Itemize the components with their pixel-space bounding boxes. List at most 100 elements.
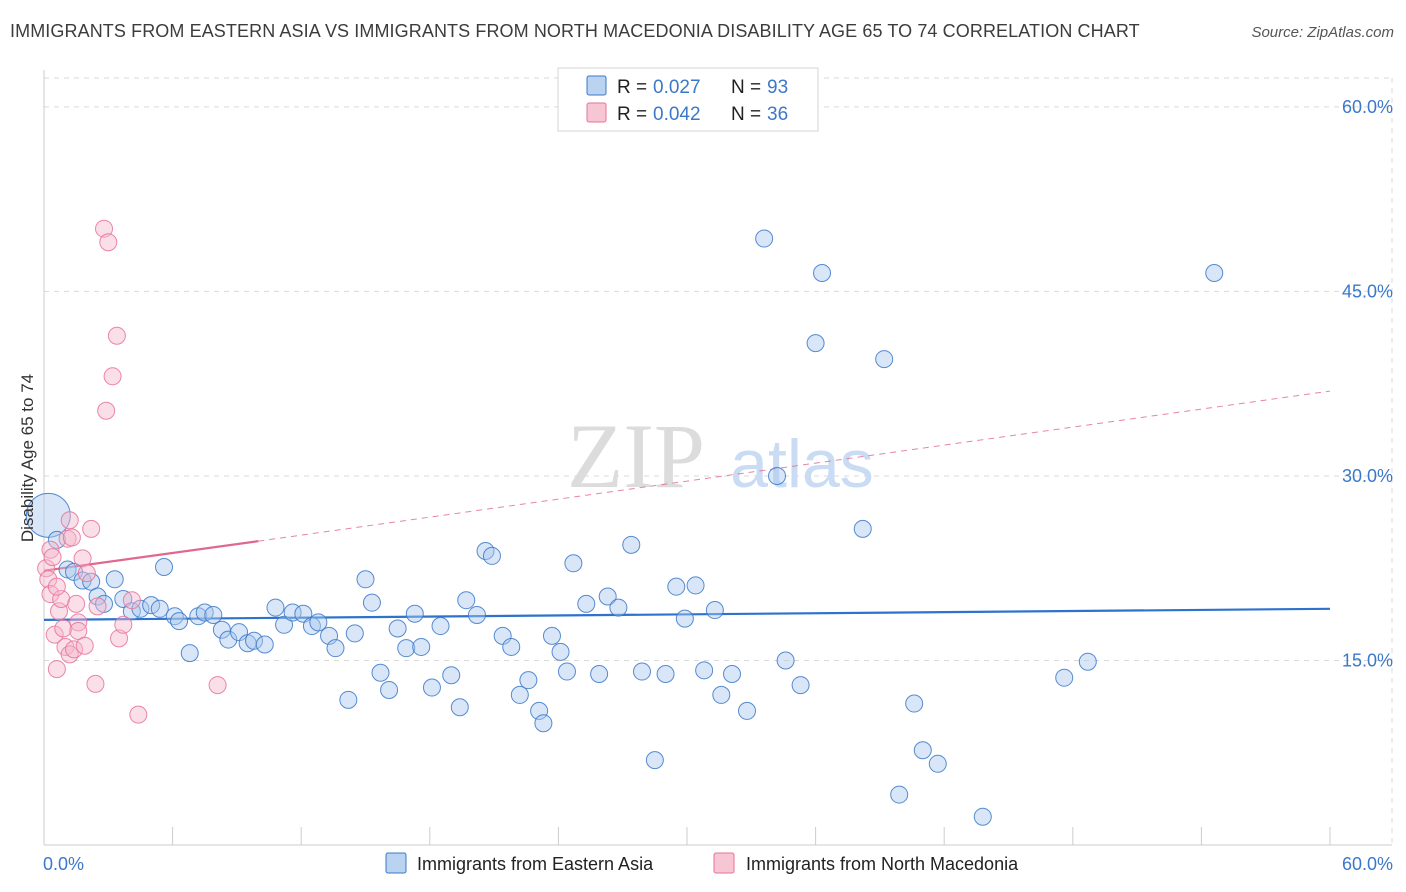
point-eastern-asia — [371, 663, 390, 682]
point-eastern-asia — [598, 587, 617, 606]
point-eastern-asia — [442, 666, 461, 685]
point-eastern-asia — [813, 263, 832, 282]
legend-r-label: R = — [617, 104, 647, 125]
point-north-macedonia — [62, 528, 81, 547]
point-eastern-asia — [564, 554, 583, 573]
point-eastern-asia — [255, 635, 274, 654]
point-eastern-asia — [905, 694, 924, 713]
point-eastern-asia — [928, 754, 947, 773]
point-eastern-asia — [645, 751, 664, 770]
x-tick-label: 0.0% — [43, 854, 84, 874]
bottom-legend-swatch-blue — [385, 852, 407, 874]
trend-line-eastern-asia — [43, 607, 1331, 621]
point-eastern-asia — [88, 587, 107, 606]
legend-r-value: 0.027 — [653, 77, 701, 98]
point-north-macedonia — [37, 559, 56, 578]
watermark-zip: ZIP — [567, 405, 705, 507]
point-eastern-asia — [405, 604, 424, 623]
legend-n-value: 93 — [767, 77, 788, 98]
point-eastern-asia — [266, 598, 285, 617]
point-eastern-asia — [412, 637, 431, 656]
point-eastern-asia — [431, 617, 450, 636]
point-eastern-asia — [686, 576, 705, 595]
point-eastern-asia — [510, 685, 529, 704]
point-eastern-asia — [457, 591, 476, 610]
point-north-macedonia — [97, 401, 116, 420]
gridlines — [44, 77, 1393, 845]
point-eastern-asia — [1205, 263, 1224, 282]
bottom-legend-swatch-pink — [713, 852, 735, 874]
point-eastern-asia — [422, 678, 441, 697]
point-eastern-asia — [309, 613, 328, 632]
point-eastern-asia — [755, 229, 774, 248]
point-north-macedonia — [110, 629, 129, 648]
watermark: ZIP atlas — [567, 405, 874, 507]
point-north-macedonia — [41, 585, 60, 604]
point-eastern-asia — [482, 546, 501, 565]
point-eastern-asia — [1078, 652, 1097, 671]
y-tick-label: 45.0% — [1342, 281, 1393, 301]
point-eastern-asia — [675, 609, 694, 628]
chart-source: Source: ZipAtlas.com — [1251, 24, 1394, 41]
point-eastern-asia — [294, 604, 313, 623]
point-eastern-asia — [380, 681, 399, 699]
point-north-macedonia — [60, 511, 79, 530]
point-north-macedonia — [208, 676, 227, 695]
y-tick-label: 60.0% — [1342, 97, 1393, 117]
point-eastern-asia — [450, 698, 469, 717]
point-north-macedonia — [77, 564, 96, 583]
point-eastern-asia — [356, 570, 375, 589]
point-eastern-asia — [339, 690, 358, 709]
legend-r-value: 0.042 — [653, 104, 701, 125]
point-north-macedonia — [65, 640, 84, 659]
point-eastern-asia — [695, 661, 714, 680]
legend: R = 0.027 N = 93 R = 0.042 N = 36 — [557, 67, 819, 132]
point-eastern-asia — [275, 615, 294, 634]
point-north-macedonia — [86, 674, 105, 693]
data-points — [25, 219, 1224, 826]
point-eastern-asia — [219, 630, 238, 649]
point-eastern-asia — [245, 631, 264, 650]
point-eastern-asia — [397, 639, 416, 658]
point-north-macedonia — [129, 705, 148, 724]
point-north-macedonia — [41, 540, 60, 559]
point-north-macedonia — [54, 619, 73, 638]
trend-line-north-macedonia-extended — [258, 390, 1331, 542]
watermark-atlas: atlas — [730, 426, 874, 502]
point-north-macedonia — [99, 233, 118, 252]
point-eastern-asia — [542, 626, 561, 645]
point-eastern-asia — [502, 637, 521, 656]
point-eastern-asia — [1055, 668, 1074, 687]
legend-swatch-pink — [586, 102, 607, 123]
bottom-legend-label: Immigrants from Eastern Asia — [417, 854, 654, 874]
point-eastern-asia — [622, 535, 641, 554]
bottom-legend: Immigrants from Eastern Asia Immigrants … — [385, 852, 1019, 874]
point-north-macedonia — [114, 615, 133, 634]
point-eastern-asia — [590, 665, 609, 684]
point-eastern-asia — [170, 612, 189, 631]
point-north-macedonia — [67, 594, 86, 613]
x-tick-label: 60.0% — [1342, 854, 1393, 874]
point-eastern-asia — [150, 599, 169, 618]
point-eastern-asia — [155, 557, 174, 576]
y-tick-labels: 15.0% 30.0% 45.0% 60.0% — [1342, 97, 1393, 671]
point-eastern-asia — [204, 605, 223, 624]
chart-title: IMMIGRANTS FROM EASTERN ASIA VS IMMIGRAN… — [10, 21, 1140, 41]
point-north-macedonia — [88, 597, 107, 616]
point-eastern-asia — [776, 651, 795, 670]
point-north-macedonia — [95, 219, 114, 238]
point-eastern-asia — [913, 741, 932, 760]
point-north-macedonia — [82, 519, 101, 538]
point-eastern-asia — [326, 639, 345, 658]
point-eastern-asia — [609, 598, 628, 617]
point-eastern-asia — [738, 701, 757, 720]
point-eastern-asia — [667, 577, 686, 596]
point-eastern-asia — [105, 570, 124, 589]
point-north-macedonia — [103, 367, 122, 386]
point-eastern-asia — [632, 662, 651, 681]
y-tick-label: 30.0% — [1342, 466, 1393, 486]
point-eastern-asia — [656, 665, 675, 684]
legend-r-label: R = — [617, 77, 647, 98]
point-eastern-asia — [180, 644, 199, 663]
y-tick-label: 15.0% — [1342, 650, 1393, 670]
